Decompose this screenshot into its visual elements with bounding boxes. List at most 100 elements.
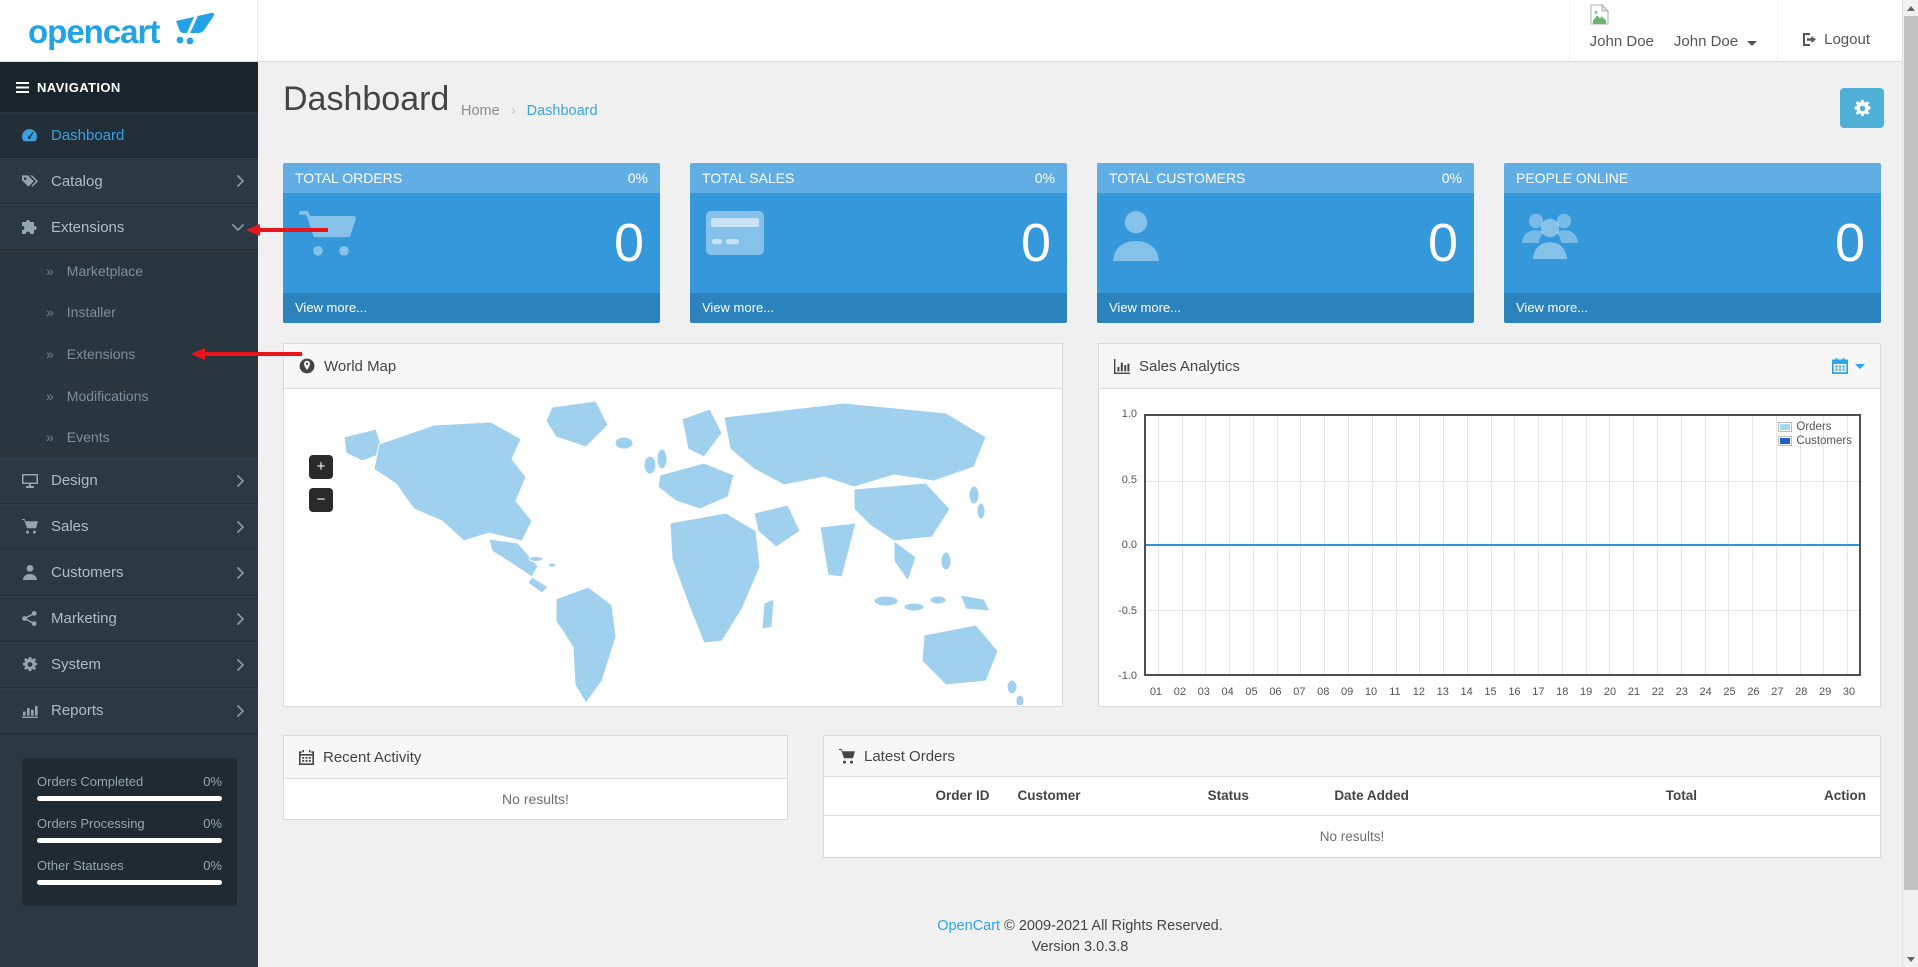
users-big-icon: [1520, 211, 1580, 259]
sidebar-subitem-modifications[interactable]: »Modifications: [0, 375, 258, 417]
sidebar-item-marketing[interactable]: Marketing: [0, 596, 258, 642]
tile-label: TOTAL CUSTOMERS: [1109, 170, 1245, 186]
column-header-order-id: Order ID: [824, 777, 1004, 815]
globe-icon: [299, 358, 315, 374]
tile-view-more-link[interactable]: View more...: [1097, 293, 1474, 323]
map-zoom-in-button[interactable]: +: [309, 455, 333, 479]
sidebar-subitem-label: Events: [67, 429, 110, 445]
latest-orders-title: Latest Orders: [864, 748, 1865, 765]
x-axis-tick-label: 27: [1771, 686, 1783, 698]
calendar-icon: [299, 750, 314, 765]
map-zoom-out-button[interactable]: −: [309, 488, 333, 512]
customers-icon: [20, 565, 39, 580]
recent-activity-panel: Recent Activity No results!: [283, 735, 788, 820]
calendar-icon: [1832, 358, 1848, 374]
tile-view-more-link[interactable]: View more...: [283, 293, 660, 323]
sales-analytics-title: Sales Analytics: [1139, 358, 1832, 375]
chart-range-dropdown[interactable]: [1832, 358, 1865, 374]
cart-big-icon: [299, 211, 357, 257]
system-icon: [20, 657, 39, 672]
user-menu[interactable]: John Doe John Doe: [1569, 0, 1778, 61]
stat-value: 0%: [203, 816, 222, 831]
legend-entry-orders: Orders: [1778, 421, 1852, 433]
x-axis-tick-label: 29: [1819, 686, 1831, 698]
sidebar-item-label: Sales: [51, 518, 237, 535]
footer-opencart-link[interactable]: OpenCart: [937, 918, 1000, 934]
sidebar-item-reports[interactable]: Reports: [0, 688, 258, 734]
x-axis-tick-label: 09: [1341, 686, 1353, 698]
x-axis-tick-label: 01: [1150, 686, 1162, 698]
x-axis-tick-label: 02: [1174, 686, 1186, 698]
scrollbar-thumb[interactable]: [1904, 16, 1918, 890]
x-axis-tick-label: 30: [1843, 686, 1855, 698]
scrollbar-up-button[interactable]: [1903, 0, 1918, 16]
design-icon: [20, 474, 39, 488]
sidebar-item-customers[interactable]: Customers: [0, 550, 258, 596]
chart-legend: OrdersCustomers: [1778, 421, 1852, 449]
breadcrumb-home-link[interactable]: Home: [461, 103, 500, 119]
sidebar-item-design[interactable]: Design: [0, 458, 258, 504]
stat-progress-bar: [37, 880, 222, 885]
stat-label: Orders Completed: [37, 774, 143, 789]
double-angle-icon: »: [46, 388, 54, 404]
sidebar-subitem-installer[interactable]: »Installer: [0, 292, 258, 334]
x-axis-tick-label: 13: [1437, 686, 1449, 698]
y-axis-tick-label: 1.0: [1099, 408, 1137, 420]
sidebar-subitem-marketplace[interactable]: »Marketplace: [0, 250, 258, 292]
sales-icon: [20, 519, 39, 534]
tile-label: TOTAL SALES: [702, 170, 794, 186]
x-axis-tick-label: 06: [1269, 686, 1281, 698]
tile-body: 0: [690, 193, 1067, 293]
chevron-right-icon: [237, 659, 244, 671]
tile-value: 0: [1021, 193, 1051, 293]
x-axis-tick-label: 10: [1365, 686, 1377, 698]
chart-bar-icon: [1114, 359, 1130, 374]
catalog-icon: [20, 174, 39, 189]
order-stat-row: Orders Processing0%: [37, 816, 222, 843]
x-axis-tick-label: 08: [1317, 686, 1329, 698]
sales-analytics-panel: Sales Analytics OrdersCustomers010203040…: [1098, 343, 1881, 707]
sidebar-subitem-events[interactable]: »Events: [0, 416, 258, 458]
tile-view-more-link[interactable]: View more...: [690, 293, 1067, 323]
tile-body: 0: [1097, 193, 1474, 293]
sidebar-item-dashboard[interactable]: Dashboard: [0, 112, 258, 158]
sidebar-subitem-label: Installer: [67, 304, 116, 320]
chart-plot-area: OrdersCustomers: [1144, 414, 1861, 676]
sidebar-item-catalog[interactable]: Catalog: [0, 158, 258, 204]
user-caret-down-icon: [1747, 41, 1757, 46]
sidebar-item-label: Extensions: [51, 219, 232, 236]
logout-button[interactable]: Logout: [1778, 0, 1894, 61]
world-map-graphic[interactable]: [284, 389, 1062, 705]
page-title: Dashboard: [283, 80, 449, 119]
scrollbar-down-button[interactable]: [1903, 951, 1918, 967]
breadcrumb-current-link[interactable]: Dashboard: [527, 103, 598, 119]
tile-header: TOTAL ORDERS0%: [283, 163, 660, 193]
dashboard-settings-button[interactable]: [1840, 88, 1884, 128]
sidebar-item-extensions[interactable]: Extensions: [0, 204, 258, 250]
tile-body: 0: [283, 193, 660, 293]
stat-tiles-row: TOTAL ORDERS0%0View more...TOTAL SALES0%…: [283, 163, 1881, 323]
tile-view-more-link[interactable]: View more...: [1504, 293, 1881, 323]
recent-activity-empty-message: No results!: [284, 779, 787, 820]
sidebar-item-system[interactable]: System: [0, 642, 258, 688]
logout-label: Logout: [1824, 31, 1870, 48]
stat-label: Other Statuses: [37, 858, 124, 873]
sidebar-subitem-label: Marketplace: [67, 263, 143, 279]
opencart-logo-graphic: opencart: [28, 9, 228, 55]
scroll-up-icon: [1907, 6, 1915, 11]
latest-orders-empty-message: No results!: [824, 815, 1880, 857]
sidebar-item-label: Marketing: [51, 610, 237, 627]
x-axis-tick-label: 25: [1723, 686, 1735, 698]
stat-progress-bar: [37, 796, 222, 801]
user-dropdown-label[interactable]: John Doe: [1674, 33, 1738, 50]
logout-icon: [1802, 32, 1817, 47]
opencart-logo[interactable]: opencart: [0, 0, 258, 61]
sidebar-subitem-label: Extensions: [67, 346, 135, 362]
marketing-icon: [20, 611, 39, 626]
x-axis-tick-label: 21: [1628, 686, 1640, 698]
tile-body: 0: [1504, 193, 1881, 293]
y-axis-tick-label: -0.5: [1099, 605, 1137, 617]
sidebar-subitem-extensions[interactable]: »Extensions: [0, 333, 258, 375]
scroll-down-icon: [1907, 957, 1915, 962]
sidebar-item-sales[interactable]: Sales: [0, 504, 258, 550]
